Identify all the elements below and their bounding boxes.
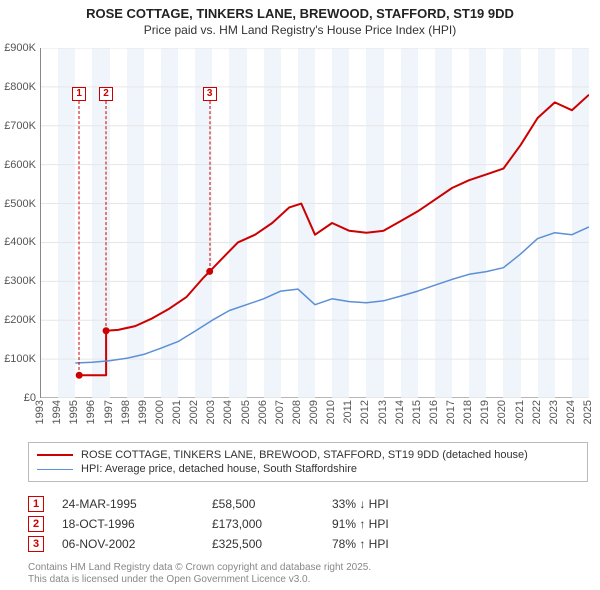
- chart-sale-marker-icon: 1: [72, 87, 86, 101]
- legend-swatch-property: [37, 454, 73, 456]
- x-tick-label: 2021: [514, 400, 526, 424]
- sale-marker-icon: 3: [28, 536, 44, 552]
- sale-date: 06-NOV-2002: [62, 537, 212, 551]
- x-tick-label: 2018: [462, 400, 474, 424]
- legend-row-hpi: HPI: Average price, detached house, Sout…: [37, 463, 579, 475]
- y-tick-label: £100K: [0, 353, 36, 365]
- sale-price: £325,500: [212, 537, 332, 551]
- y-tick-label: £900K: [0, 42, 36, 54]
- x-tick-label: 2011: [342, 400, 354, 424]
- y-tick-label: £300K: [0, 275, 36, 287]
- chart-sale-marker-icon: 3: [203, 87, 217, 101]
- sale-marker-icon: 2: [28, 516, 44, 532]
- legend-swatch-hpi: [37, 469, 73, 470]
- x-tick-label: 2024: [565, 400, 577, 424]
- x-tick-label: 2008: [291, 400, 303, 424]
- x-tick-label: 2019: [479, 400, 491, 424]
- chart-sale-marker-icon: 2: [99, 87, 113, 101]
- x-tick-label: 2012: [359, 400, 371, 424]
- x-tick-label: 2020: [496, 400, 508, 424]
- legend-row-property: ROSE COTTAGE, TINKERS LANE, BREWOOD, STA…: [37, 449, 579, 461]
- legend-label-hpi: HPI: Average price, detached house, Sout…: [81, 463, 357, 475]
- x-tick-label: 2010: [325, 400, 337, 424]
- y-tick-label: £700K: [0, 120, 36, 132]
- x-tick-label: 1999: [137, 400, 149, 424]
- x-tick-label: 2001: [171, 400, 183, 424]
- y-tick-label: £600K: [0, 159, 36, 171]
- sales-block: 1 24-MAR-1995 £58,500 33% ↓ HPI 2 18-OCT…: [28, 492, 588, 556]
- x-tick-label: 1996: [85, 400, 97, 424]
- y-tick-label: £400K: [0, 236, 36, 248]
- x-tick-label: 2013: [377, 400, 389, 424]
- x-tick-label: 1995: [68, 400, 80, 424]
- x-tick-label: 2009: [308, 400, 320, 424]
- x-tick-label: 2000: [154, 400, 166, 424]
- chart-area: 123 £0£100K£200K£300K£400K£500K£600K£700…: [40, 48, 588, 398]
- chart-title-line1: ROSE COTTAGE, TINKERS LANE, BREWOOD, STA…: [10, 6, 590, 21]
- sale-price: £173,000: [212, 517, 332, 531]
- legend-label-property: ROSE COTTAGE, TINKERS LANE, BREWOOD, STA…: [81, 449, 528, 461]
- chart-title-line2: Price paid vs. HM Land Registry's House …: [10, 23, 590, 37]
- sale-pct: 33% ↓ HPI: [332, 497, 452, 511]
- x-tick-label: 2016: [428, 400, 440, 424]
- x-tick-label: 1993: [34, 400, 46, 424]
- x-tick-label: 2014: [394, 400, 406, 424]
- y-tick-label: £200K: [0, 314, 36, 326]
- x-tick-label: 2023: [548, 400, 560, 424]
- sale-row: 1 24-MAR-1995 £58,500 33% ↓ HPI: [28, 496, 588, 512]
- x-tick-label: 2017: [445, 400, 457, 424]
- footer-attribution: Contains HM Land Registry data © Crown c…: [28, 562, 588, 586]
- x-tick-label: 2002: [188, 400, 200, 424]
- footer-line2: This data is licensed under the Open Gov…: [28, 574, 588, 586]
- x-tick-label: 1997: [103, 400, 115, 424]
- x-tick-label: 2007: [274, 400, 286, 424]
- x-tick-label: 2025: [582, 400, 594, 424]
- chart-plot: 12 3: [40, 48, 588, 398]
- x-tick-label: 2015: [411, 400, 423, 424]
- sale-date: 18-OCT-1996: [62, 517, 212, 531]
- x-tick-label: 2005: [240, 400, 252, 424]
- y-tick-label: £0: [0, 392, 36, 404]
- x-tick-label: 1994: [51, 400, 63, 424]
- x-tick-label: 2003: [205, 400, 217, 424]
- chart-title-block: ROSE COTTAGE, TINKERS LANE, BREWOOD, STA…: [0, 0, 600, 39]
- sale-price: £58,500: [212, 497, 332, 511]
- sale-pct: 91% ↑ HPI: [332, 517, 452, 531]
- sale-pct: 78% ↑ HPI: [332, 537, 452, 551]
- x-tick-label: 2006: [257, 400, 269, 424]
- chart-legend: ROSE COTTAGE, TINKERS LANE, BREWOOD, STA…: [28, 442, 588, 482]
- x-tick-label: 2022: [531, 400, 543, 424]
- y-tick-label: £800K: [0, 81, 36, 93]
- sale-date: 24-MAR-1995: [62, 497, 212, 511]
- sale-marker-icon: 1: [28, 496, 44, 512]
- sale-row: 3 06-NOV-2002 £325,500 78% ↑ HPI: [28, 536, 588, 552]
- chart-svg: [41, 48, 589, 398]
- x-tick-label: 1998: [120, 400, 132, 424]
- sale-row: 2 18-OCT-1996 £173,000 91% ↑ HPI: [28, 516, 588, 532]
- y-tick-label: £500K: [0, 198, 36, 210]
- footer-line1: Contains HM Land Registry data © Crown c…: [28, 562, 588, 574]
- x-tick-label: 2004: [222, 400, 234, 424]
